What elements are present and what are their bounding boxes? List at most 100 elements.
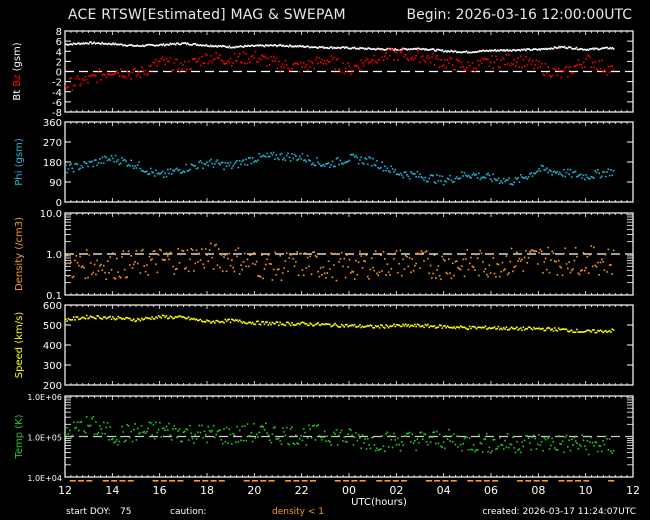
caution-marker [492,480,499,482]
caution-marker [533,480,540,482]
caution-marker [401,480,408,482]
y-axis-label: Density (/cm3) [14,217,25,291]
begin-time: Begin: 2026-03-16 12:00:00UTC [406,7,632,23]
y-tick-label: 1.0E+04 [27,474,62,483]
created-time: created: 2026-03-17 11:24:07UTC [482,507,636,517]
caution-marker [86,480,93,482]
x-tick-label: 04 [437,484,451,497]
caution-marker [69,480,76,482]
caution-marker [210,480,217,482]
caution-marker [334,480,341,482]
caution-marker [575,480,582,482]
x-tick-label: 00 [342,484,356,497]
y-tick-label: 0.1 [46,291,62,302]
panel-temp: 1.0E+06 1.0E+05 1.0E+04 Temp (K) [14,393,634,483]
caution-marker [152,480,159,482]
x-tick-label: 14 [105,484,119,497]
x-tick-label: 02 [389,484,403,497]
caution-marker [450,480,457,482]
caution-marker [160,480,167,482]
caution-marker [301,480,308,482]
caution-marker [260,480,267,482]
y-axis-label: Speed (km/s) [14,312,25,379]
caution-marker [359,480,366,482]
y-tick-label: 200 [43,381,62,392]
x-tick-label: 12 [58,484,72,497]
y-tick-label: 4 [56,47,62,58]
caution-marker [442,480,449,482]
caution-marker [525,480,532,482]
y-tick-label: 1.0E+06 [27,393,62,402]
caution-marker [251,480,258,482]
y-tick-label: 300 [43,361,62,372]
caution-marker [517,480,524,482]
caution-marker [243,480,250,482]
caution-marker [475,480,482,482]
caution-marker [111,480,118,482]
x-tick-label: 08 [531,484,545,497]
caution-marker [127,480,134,482]
caution-marker [169,480,176,482]
x-tick-label: 10 [579,484,593,497]
x-tick-label: 20 [247,484,261,497]
caution-marker [376,480,383,482]
caution-marker [285,480,292,482]
y-tick-label: 0 [56,198,62,209]
y-tick-label: -6 [52,98,62,109]
caution-marker [425,480,432,482]
caution-value: density < 1 [272,507,324,517]
caution-marker [483,480,490,482]
x-tick-label: 12 [626,484,640,497]
caution-marker [608,480,615,482]
caution-marker [218,480,225,482]
y-tick-label: 360 [43,118,62,129]
caution-marker [309,480,316,482]
y-tick-label: 600 [43,301,62,312]
y-tick-label: 1.0E+05 [27,434,62,443]
x-axis-label: UTC(hours) [351,497,407,508]
y-axis-label: Bt Bz (gsm) [12,42,23,100]
y-tick-label: 500 [43,321,62,332]
caution-marker [102,480,109,482]
caution-marker [392,480,399,482]
y-axis-label: Phi (gsm) [14,138,25,186]
caution-label: caution: [170,507,207,517]
y-tick-label: 6 [56,37,62,48]
caution-marker [119,480,126,482]
caution-marker [193,480,200,482]
y-tick-label: 1.0 [46,250,62,261]
y-tick-label: 10.0 [40,209,62,220]
x-tick-label: 18 [200,484,214,497]
y-axis-label: Temp (K) [14,414,25,459]
panel-speed: 600 500 400 300 200 Speed (km/s) [14,301,634,392]
y-tick-label: 2 [56,57,62,68]
caution-marker [202,480,209,482]
caution-marker [541,480,548,482]
x-tick-label: 22 [295,484,309,497]
caution-marker [467,480,474,482]
caution-marker [177,480,184,482]
panel-phi: 360 270 180 90 0 Phi (gsm) [14,118,634,209]
y-tick-label: -4 [52,88,62,99]
y-tick-label: 90 [49,178,62,189]
caution-marker [558,480,565,482]
y-tick-label: 270 [43,138,62,149]
y-tick-label: -2 [52,78,62,89]
caution-marker [78,480,85,482]
caution-marker [268,480,275,482]
start-doy-value: 75 [120,507,132,517]
x-tick-label: 16 [153,484,167,497]
y-tick-label: 0 [56,68,62,79]
start-doy-label: start DOY: [66,507,111,517]
panel-density: 10.0 1.0 0.1 Density (/cm3) [14,209,634,302]
caution-marker [351,480,358,482]
caution-marker [384,480,391,482]
caution-marker [293,480,300,482]
y-tick-label: 8 [56,27,62,38]
y-tick-label: -8 [52,108,62,119]
caution-marker [434,480,441,482]
caution-marker [583,480,590,482]
chart-title: ACE RTSW[Estimated] MAG & SWEPAM [68,7,346,23]
caution-marker [343,480,350,482]
